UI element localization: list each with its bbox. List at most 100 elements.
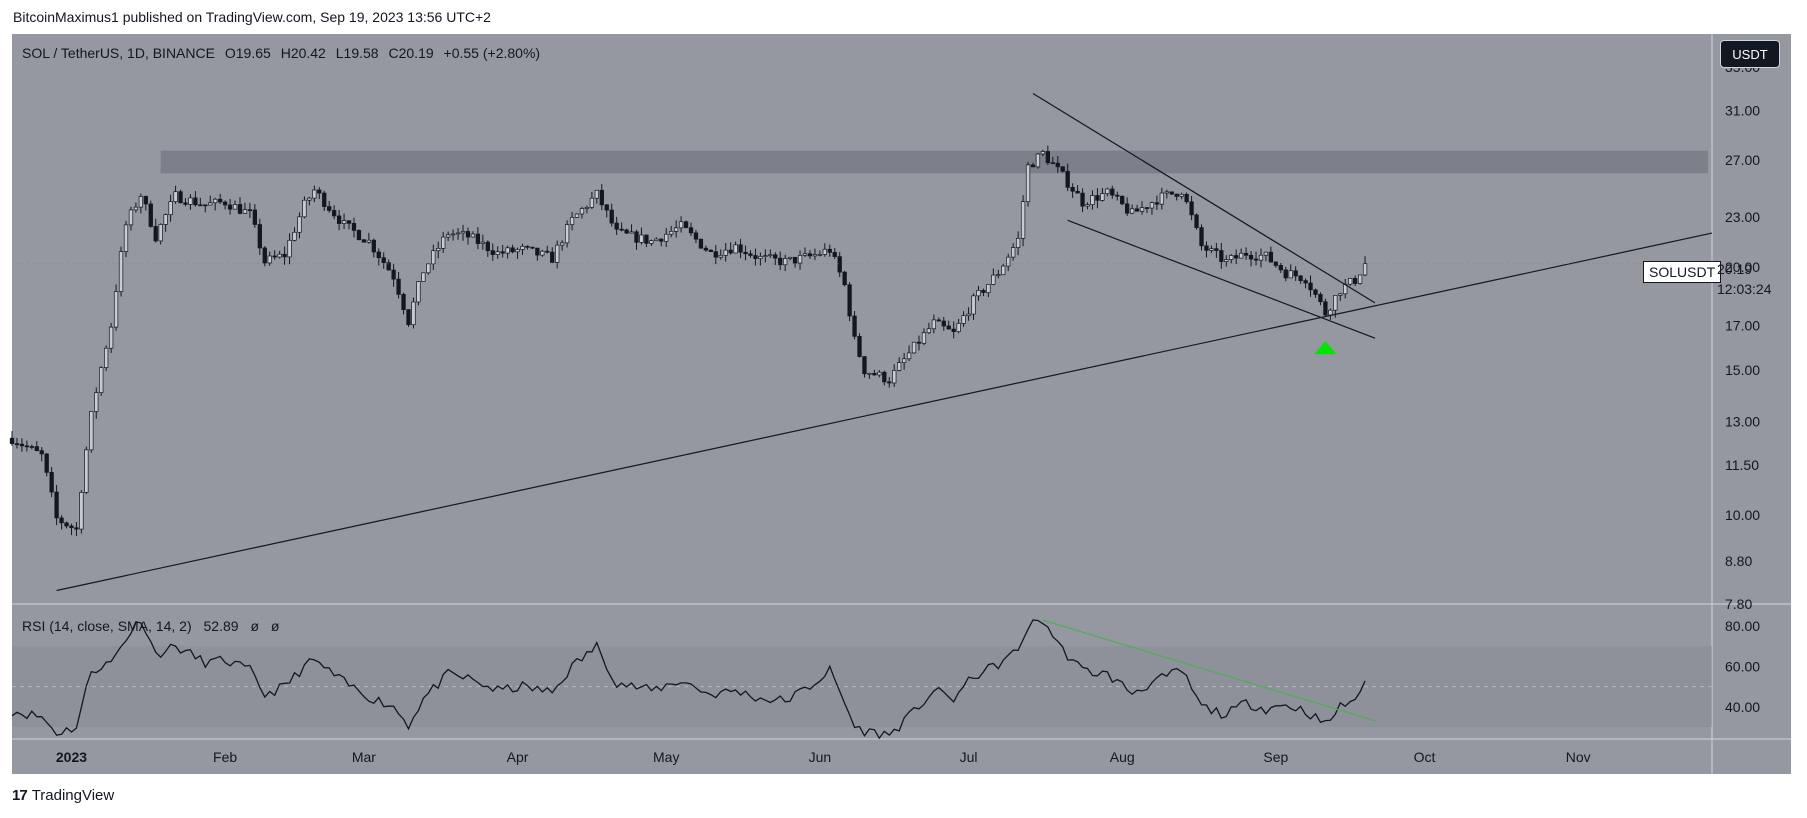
candle bbox=[1283, 266, 1288, 282]
candle-body bbox=[604, 204, 609, 211]
candle bbox=[659, 238, 664, 247]
high-label: H bbox=[280, 45, 291, 61]
candle-body bbox=[44, 453, 49, 473]
rsi-title[interactable]: RSI (14, close, SMA, 14, 2) bbox=[22, 618, 192, 634]
symbol-title[interactable]: SOL / TetherUS, 1D, BINANCE bbox=[22, 45, 215, 61]
candle-body bbox=[386, 262, 391, 271]
candle-body bbox=[510, 247, 515, 253]
candle-body bbox=[1328, 309, 1333, 316]
candle-body bbox=[1253, 258, 1259, 261]
candle bbox=[1090, 190, 1095, 210]
candle bbox=[396, 271, 401, 299]
candle-body bbox=[178, 191, 183, 204]
footer-brand[interactable]: 17 TradingView bbox=[12, 787, 114, 804]
candle-body bbox=[1015, 237, 1021, 248]
candle bbox=[609, 203, 614, 227]
time-tick-label: 2023 bbox=[56, 749, 87, 765]
candle bbox=[346, 220, 352, 230]
candle-body bbox=[1219, 250, 1224, 262]
rsi-legend: RSI (14, close, SMA, 14, 2) 52.89 ø ø bbox=[22, 618, 287, 634]
candle bbox=[862, 356, 867, 378]
candle-body bbox=[1308, 282, 1313, 291]
candle-body bbox=[773, 254, 778, 259]
candle-body bbox=[1362, 263, 1368, 276]
candle bbox=[530, 246, 535, 250]
candle-body bbox=[1258, 254, 1264, 261]
candle bbox=[619, 222, 624, 232]
candle bbox=[193, 191, 198, 207]
candle-body bbox=[897, 362, 902, 371]
candle bbox=[649, 239, 654, 246]
candle bbox=[1194, 213, 1199, 230]
candle-body bbox=[208, 202, 213, 206]
candle bbox=[763, 249, 768, 263]
candle bbox=[307, 196, 312, 206]
candle bbox=[351, 217, 357, 238]
candle-body bbox=[193, 197, 198, 206]
candle-body bbox=[490, 250, 495, 255]
candle-body bbox=[976, 290, 981, 297]
candle bbox=[14, 437, 20, 449]
candle-body bbox=[1070, 187, 1075, 192]
candle bbox=[143, 195, 148, 211]
candle bbox=[1065, 163, 1070, 192]
candle bbox=[733, 241, 738, 254]
candle bbox=[222, 200, 228, 210]
close-label: C bbox=[388, 45, 399, 61]
candle-body bbox=[733, 244, 738, 254]
candle bbox=[376, 248, 381, 266]
candle bbox=[133, 202, 139, 213]
candle bbox=[366, 232, 372, 244]
candle bbox=[1288, 264, 1293, 279]
currency-button[interactable]: USDT bbox=[1720, 40, 1780, 68]
candle bbox=[1001, 263, 1006, 276]
candle-body bbox=[282, 253, 287, 258]
candle bbox=[892, 364, 897, 387]
candle bbox=[842, 270, 847, 287]
candle-body bbox=[322, 192, 327, 207]
candle-body bbox=[1179, 193, 1184, 197]
candle bbox=[322, 190, 327, 211]
candle bbox=[792, 256, 798, 268]
candle bbox=[832, 247, 837, 260]
candle-body bbox=[911, 341, 917, 354]
candle bbox=[465, 227, 471, 245]
candle-body bbox=[1189, 201, 1194, 216]
candle-body bbox=[118, 251, 124, 292]
candle bbox=[44, 452, 49, 477]
candle bbox=[1362, 256, 1368, 277]
candle bbox=[510, 244, 515, 254]
candle-body bbox=[1357, 274, 1363, 284]
rsi-ma2: ø bbox=[270, 618, 280, 634]
candle bbox=[624, 228, 629, 235]
candle-body bbox=[1229, 255, 1234, 260]
candle bbox=[441, 231, 446, 253]
candle bbox=[1338, 292, 1343, 302]
candle bbox=[683, 220, 689, 229]
candle bbox=[1357, 274, 1363, 285]
candle bbox=[386, 259, 391, 271]
candle-body bbox=[1006, 256, 1011, 267]
published-header: BitcoinMaximus1 published on TradingView… bbox=[13, 9, 491, 25]
candle bbox=[545, 245, 550, 254]
candle-body bbox=[1025, 164, 1031, 202]
candle-body bbox=[758, 256, 763, 259]
candle bbox=[817, 250, 823, 257]
candle bbox=[89, 411, 94, 453]
candle-body bbox=[480, 241, 485, 244]
candle-body bbox=[9, 437, 15, 444]
candle bbox=[911, 341, 917, 354]
candle bbox=[59, 515, 64, 530]
candle-body bbox=[411, 301, 416, 326]
candle bbox=[1075, 185, 1080, 194]
candle bbox=[282, 246, 287, 265]
candle-body bbox=[723, 249, 728, 256]
candle bbox=[1199, 224, 1204, 251]
candle-body bbox=[470, 233, 476, 238]
candle-body bbox=[1075, 190, 1080, 194]
candle bbox=[931, 314, 937, 334]
candle-body bbox=[1169, 191, 1174, 195]
candle-body bbox=[158, 224, 163, 242]
candle bbox=[703, 245, 709, 252]
